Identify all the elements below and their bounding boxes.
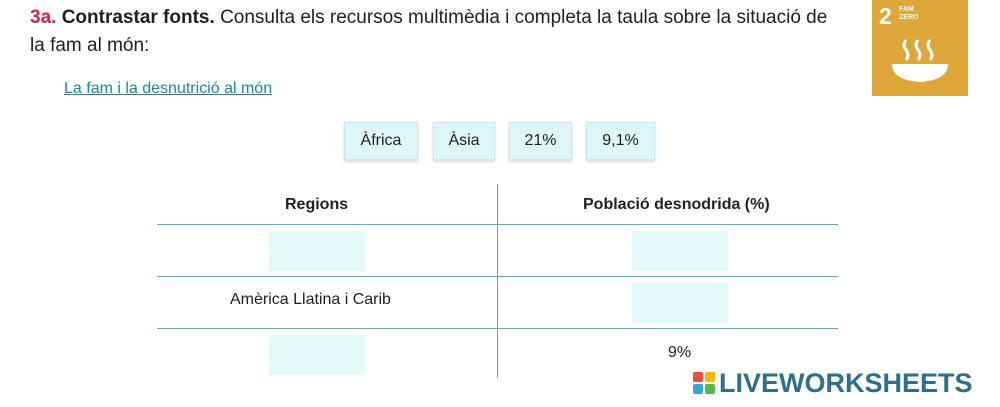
answer-chip-asia[interactable]: Àsia [433, 122, 495, 160]
drop-zone-value-row-2[interactable] [632, 283, 728, 323]
answer-chip-21-percent[interactable]: 21% [509, 122, 572, 160]
table-cell-region-row-2: Amèrica Llatina i Carib [230, 291, 391, 308]
drop-zone-region-row-3[interactable] [269, 335, 365, 375]
sdg-number: 2 [879, 3, 892, 29]
drop-zone-region-row-1[interactable] [269, 231, 365, 271]
sdg-label: FAM ZERO [899, 6, 919, 21]
column-header-regions: Regions [285, 196, 349, 213]
drop-zone-value-row-1[interactable] [632, 231, 728, 271]
exercise-number: 3a. [30, 7, 57, 28]
column-header-population: Població desnodrida (%) [583, 196, 770, 213]
food-bowl-icon [892, 39, 948, 82]
exercise-header: 3a. Contrastar fonts. Consulta els recur… [30, 4, 830, 60]
exercise-instruction: Consulta els recursos multimèdia i compl… [30, 7, 828, 56]
brand-name: LIVEWORKSHEETS [719, 367, 973, 398]
exercise-title: Contrastar fonts. [61, 7, 215, 28]
resource-link[interactable]: La fam i la desnutrició al món [64, 80, 273, 97]
sdg-badge: 2 FAM ZERO [872, 0, 968, 96]
liveworksheets-logo: LIVEWORKSHEETS [693, 368, 973, 398]
table-cell-value-row-3: 9% [668, 344, 692, 361]
liveworksheets-grid-icon [693, 372, 715, 394]
answer-chip-africa[interactable]: Àfrica [344, 122, 418, 160]
answer-chip-9-1-percent[interactable]: 9,1% [586, 122, 655, 160]
table-column-divider [497, 184, 498, 378]
